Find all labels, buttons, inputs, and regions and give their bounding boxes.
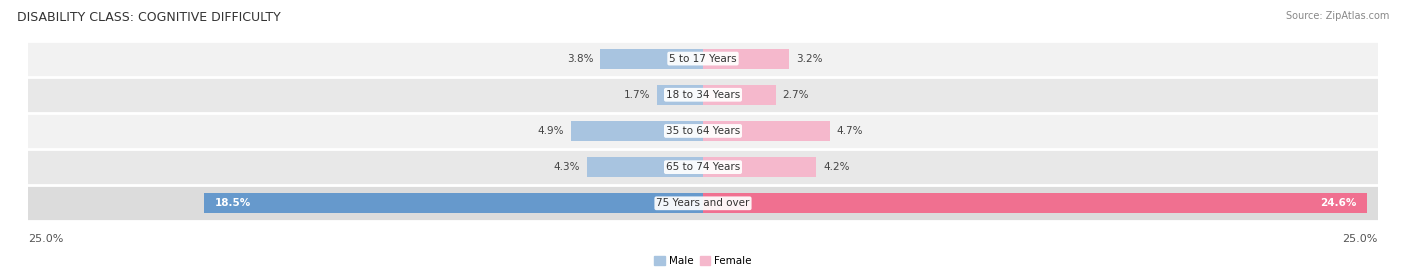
Text: 2.7%: 2.7% — [783, 90, 808, 100]
Bar — [703, 157, 817, 177]
Bar — [571, 121, 703, 141]
Bar — [28, 149, 1378, 185]
Bar — [703, 193, 1367, 213]
Bar — [657, 85, 703, 105]
Text: 1.7%: 1.7% — [624, 90, 651, 100]
Text: 25.0%: 25.0% — [28, 234, 63, 244]
Text: 3.2%: 3.2% — [796, 53, 823, 64]
Text: DISABILITY CLASS: COGNITIVE DIFFICULTY: DISABILITY CLASS: COGNITIVE DIFFICULTY — [17, 11, 281, 24]
Text: 75 Years and over: 75 Years and over — [657, 198, 749, 208]
Bar — [600, 49, 703, 69]
Text: 4.7%: 4.7% — [837, 126, 863, 136]
Text: 4.2%: 4.2% — [823, 162, 849, 172]
Bar — [703, 85, 776, 105]
Text: 35 to 64 Years: 35 to 64 Years — [666, 126, 740, 136]
Text: 65 to 74 Years: 65 to 74 Years — [666, 162, 740, 172]
Bar — [703, 49, 789, 69]
Text: 24.6%: 24.6% — [1320, 198, 1357, 208]
Text: 25.0%: 25.0% — [1343, 234, 1378, 244]
Text: 3.8%: 3.8% — [567, 53, 593, 64]
Bar — [28, 113, 1378, 149]
Legend: Male, Female: Male, Female — [650, 252, 756, 270]
Text: 4.9%: 4.9% — [537, 126, 564, 136]
Bar — [28, 77, 1378, 113]
Text: Source: ZipAtlas.com: Source: ZipAtlas.com — [1285, 11, 1389, 21]
Bar — [28, 40, 1378, 77]
Text: 18 to 34 Years: 18 to 34 Years — [666, 90, 740, 100]
Bar — [204, 193, 703, 213]
Text: 5 to 17 Years: 5 to 17 Years — [669, 53, 737, 64]
Bar — [586, 157, 703, 177]
Text: 18.5%: 18.5% — [214, 198, 250, 208]
Bar — [28, 185, 1378, 221]
Bar — [703, 121, 830, 141]
Text: 4.3%: 4.3% — [554, 162, 581, 172]
